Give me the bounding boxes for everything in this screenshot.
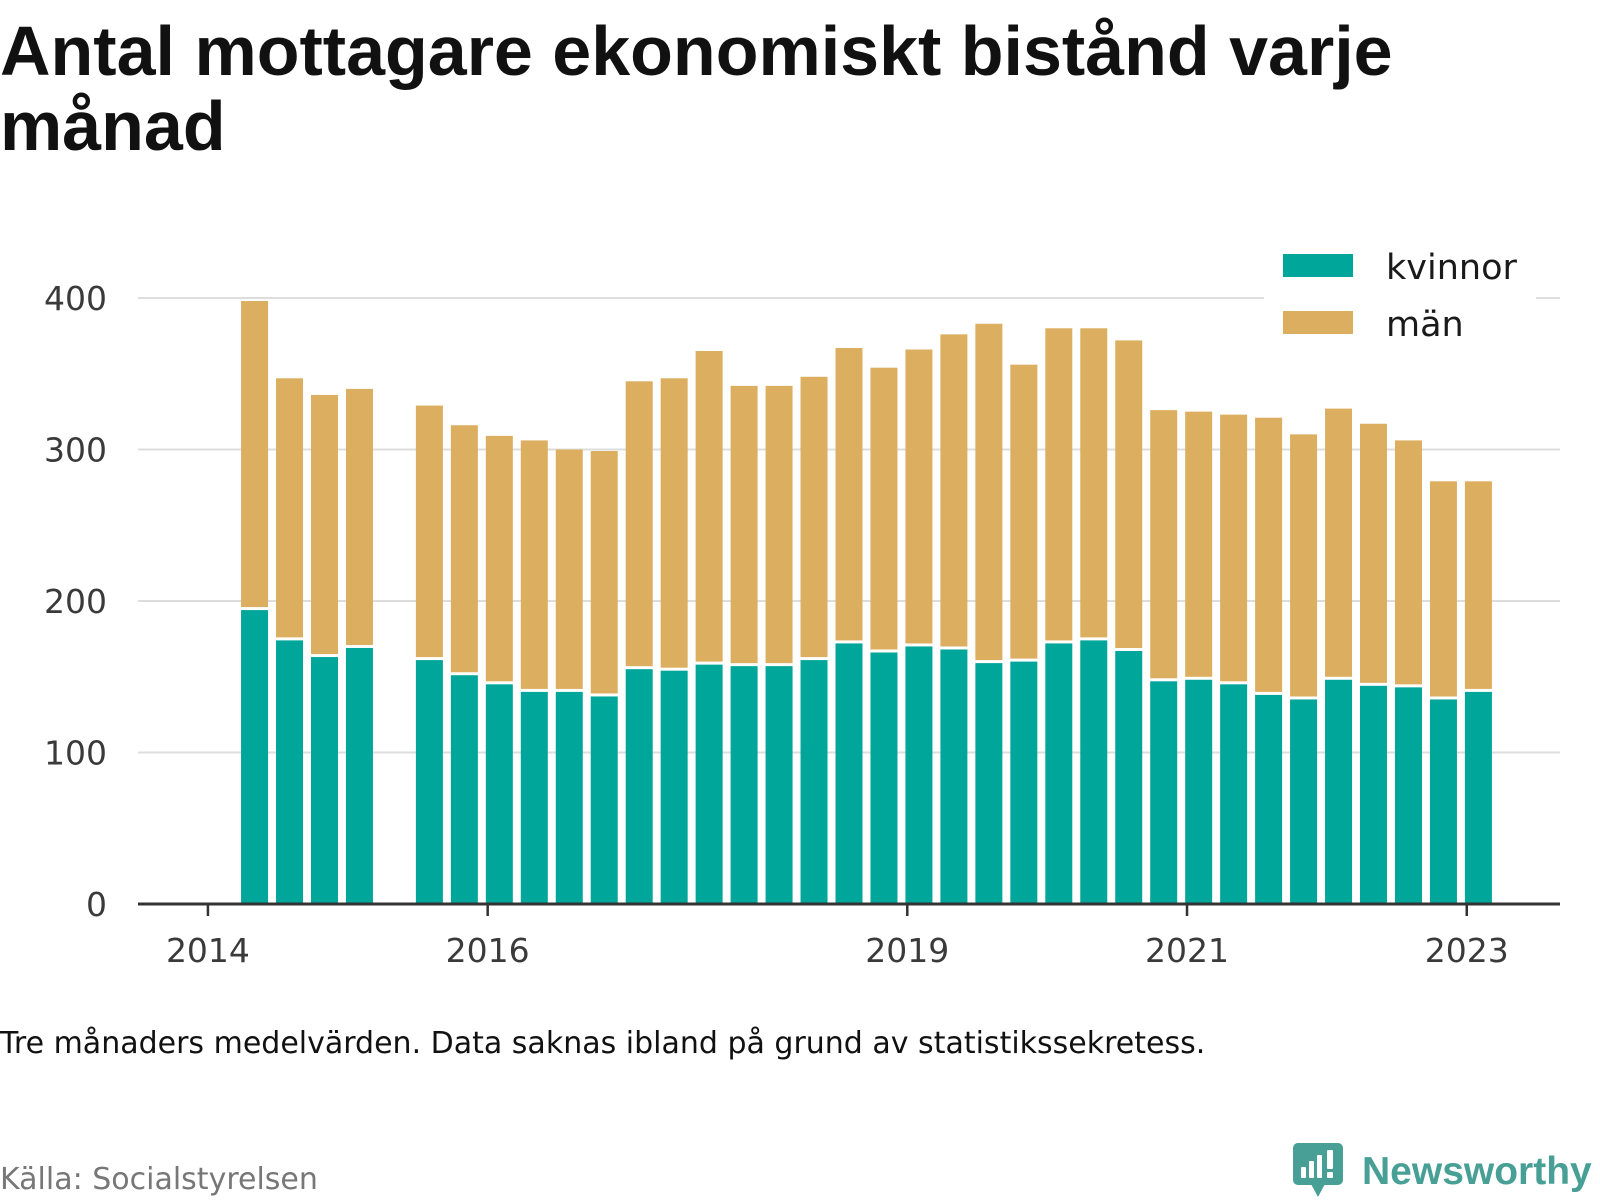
bar-man-2014-05 (241, 301, 269, 608)
bar-kvinnor-2019-02 (905, 646, 933, 904)
bar-man-2016-02 (485, 435, 513, 682)
bar-kvinnor-2016-05 (520, 691, 548, 904)
bar-man-2015-11 (450, 425, 478, 673)
bar-man-2016-08 (555, 449, 583, 689)
bar-kvinnor-2016-02 (485, 684, 513, 904)
x-tick-label: 2014 (166, 931, 250, 970)
bar-kvinnor-2018-11 (870, 652, 898, 904)
chart-note: Tre månaders medelvärden. Data saknas ib… (0, 1026, 1206, 1061)
bar-man-2020-11 (1150, 410, 1178, 679)
bar-kvinnor-2020-05 (1080, 640, 1108, 904)
bar-kvinnor-2015-11 (450, 675, 478, 904)
bar-man-2018-02 (765, 385, 793, 664)
bar-man-2016-11 (590, 451, 618, 694)
bar-kvinnor-2022-11 (1429, 699, 1457, 904)
x-axis: 2014 2016 2019 2021 2023 (138, 902, 1560, 970)
bar-kvinnor-2019-11 (1010, 661, 1038, 904)
bar-man-2015-02 (345, 388, 373, 645)
bar-kvinnor-2018-05 (800, 660, 828, 904)
bar-man-2018-11 (870, 367, 898, 650)
bar-man-2020-08 (1115, 340, 1143, 648)
legend-label-kvinnor: kvinnor (1386, 248, 1517, 288)
bar-man-2020-05 (1080, 328, 1108, 638)
bar-man-2017-02 (625, 381, 653, 667)
bar-kvinnor-2014-08 (276, 640, 304, 904)
bar-kvinnor-2018-08 (835, 643, 863, 904)
bar-kvinnor-2019-08 (975, 663, 1003, 904)
bar-kvinnor-2017-02 (625, 669, 653, 904)
bar-kvinnor-2015-02 (345, 647, 373, 904)
bar-kvinnor-2022-08 (1394, 687, 1422, 904)
bar-man-2019-05 (940, 334, 968, 647)
bar-man-2021-02 (1185, 411, 1213, 677)
bar-kvinnor-2014-11 (310, 657, 338, 904)
bar-kvinnor-2015-08 (415, 660, 443, 904)
bar-kvinnor-2021-05 (1220, 684, 1248, 904)
bar-man-2021-05 (1220, 414, 1248, 682)
legend-label-man: män (1386, 305, 1464, 345)
bar-man-2014-08 (276, 378, 304, 638)
bar-kvinnor-2018-02 (765, 666, 793, 904)
bar-kvinnor-2017-08 (695, 664, 723, 904)
bars (241, 301, 1492, 904)
bar-kvinnor-2021-02 (1185, 679, 1213, 904)
x-tick-label: 2021 (1145, 931, 1229, 970)
bar-man-2019-11 (1010, 364, 1038, 659)
bar-man-2015-08 (415, 405, 443, 658)
x-tick-label: 2023 (1425, 931, 1509, 970)
bar-kvinnor-2016-11 (590, 696, 618, 904)
bar-kvinnor-2014-05 (241, 610, 269, 904)
newsworthy-logo-text: Newsworthy (1362, 1150, 1592, 1193)
chart-source: Källa: Socialstyrelsen (0, 1162, 318, 1197)
bar-kvinnor-2023-02 (1464, 691, 1492, 904)
bar-man-2022-08 (1394, 440, 1422, 685)
bar-kvinnor-2017-05 (660, 670, 688, 904)
bar-kvinnor-2021-11 (1290, 699, 1318, 904)
bar-man-2017-08 (695, 351, 723, 662)
legend-swatch-man (1283, 311, 1353, 334)
bar-kvinnor-2020-02 (1045, 643, 1073, 904)
bar-man-2019-08 (975, 323, 1003, 661)
bar-man-2019-02 (905, 349, 933, 644)
bar-man-2022-11 (1429, 481, 1457, 697)
x-tick-label: 2016 (446, 931, 530, 970)
y-tick-label: 300 (44, 431, 107, 470)
legend: kvinnor män (1264, 236, 1536, 350)
bar-kvinnor-2016-08 (555, 691, 583, 904)
bar-man-2016-05 (520, 440, 548, 689)
x-tick-label: 2019 (865, 931, 949, 970)
y-tick-label: 0 (86, 885, 107, 924)
stacked-bar-chart: 0 100 200 300 400 2014 2016 2019 2021 2023 (44, 279, 1560, 970)
bar-kvinnor-2020-08 (1115, 650, 1143, 904)
y-tick-label: 200 (44, 582, 107, 621)
bar-man-2021-08 (1255, 417, 1283, 692)
y-tick-label: 400 (44, 279, 107, 318)
bar-man-2022-05 (1360, 423, 1388, 683)
y-tick-label: 100 (44, 734, 107, 773)
bar-man-2020-02 (1045, 328, 1073, 641)
bar-man-2017-11 (730, 385, 758, 664)
bar-kvinnor-2021-08 (1255, 694, 1283, 904)
bar-kvinnor-2017-11 (730, 666, 758, 904)
newsworthy-logo: Newsworthy (1293, 1143, 1598, 1198)
bar-kvinnor-2019-05 (940, 649, 968, 904)
bar-man-2014-11 (310, 394, 338, 655)
chart-title: Antal mottagare ekonomiskt bistånd varje… (0, 12, 1393, 165)
y-axis: 0 100 200 300 400 (44, 279, 107, 924)
bar-man-2023-02 (1464, 481, 1492, 689)
bar-man-2021-11 (1290, 434, 1318, 697)
bar-man-2018-08 (835, 347, 863, 641)
legend-swatch-kvinnor (1283, 254, 1353, 277)
bar-man-2018-05 (800, 376, 828, 658)
bar-kvinnor-2022-05 (1360, 685, 1388, 904)
bar-man-2017-05 (660, 378, 688, 668)
bar-man-2022-02 (1325, 408, 1353, 677)
bar-kvinnor-2020-11 (1150, 681, 1178, 904)
chart-speech-bubble-icon (1293, 1143, 1343, 1197)
bar-kvinnor-2022-02 (1325, 679, 1353, 904)
